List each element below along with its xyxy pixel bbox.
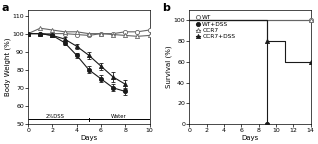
- Y-axis label: Body Weight (%): Body Weight (%): [4, 38, 11, 96]
- Text: a: a: [1, 3, 9, 13]
- Text: b: b: [162, 3, 170, 13]
- Y-axis label: Survival (%): Survival (%): [165, 46, 172, 88]
- Legend: WT, WT+DSS, CCR7, CCR7+DSS: WT, WT+DSS, CCR7, CCR7+DSS: [196, 15, 235, 39]
- X-axis label: Days: Days: [80, 134, 97, 141]
- X-axis label: Days: Days: [241, 134, 259, 141]
- Text: Water: Water: [111, 114, 127, 119]
- Text: 2%DSS: 2%DSS: [45, 114, 64, 119]
